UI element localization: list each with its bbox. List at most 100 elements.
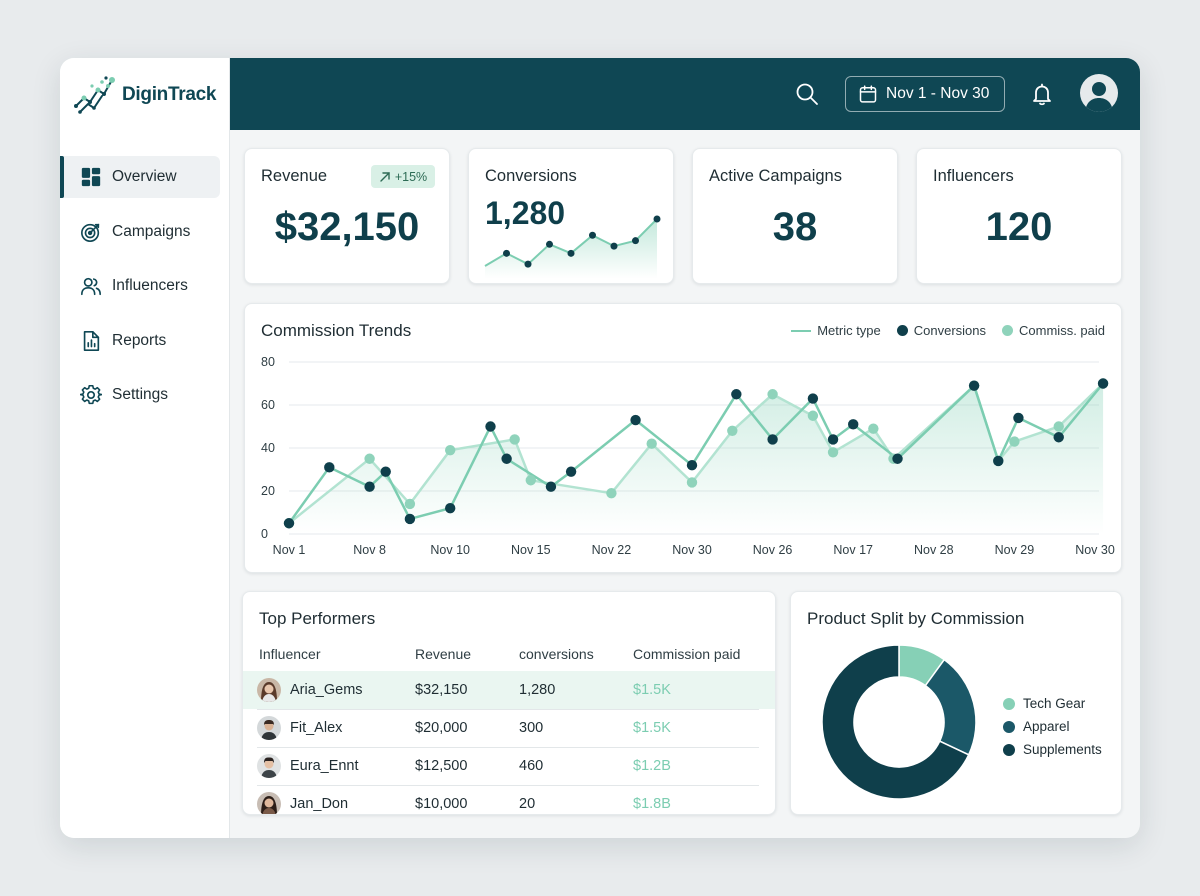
commission-point	[525, 475, 536, 486]
table-row[interactable]: Fit_Alex $20,000 300 $1.5K	[243, 709, 775, 747]
legend-label: Supplements	[1023, 742, 1102, 757]
sidebar-item-campaigns[interactable]: Campaigns	[60, 211, 230, 253]
active-campaigns-value: 38	[772, 205, 818, 249]
conversions-point	[380, 466, 391, 477]
conversions-point	[404, 513, 416, 525]
table-row[interactable]: Eura_Ennt $12,500 460 $1.2B	[243, 747, 775, 785]
sidebar-item-label: Influencers	[112, 277, 188, 294]
sidebar-item-influencers[interactable]: Influencers	[60, 265, 230, 307]
commission-trends-card: Commission Trends Metric type Conversion…	[244, 303, 1122, 573]
revenue-cell: $20,000	[415, 720, 468, 736]
active-campaigns-card: Active Campaigns 38	[692, 148, 898, 284]
sidebar-item-overview[interactable]: Overview	[60, 156, 220, 198]
sparkline-point	[546, 240, 553, 248]
column-header-revenue[interactable]: Revenue	[415, 646, 472, 662]
influencer-name[interactable]: Jan_Don	[290, 796, 349, 812]
legend-label: Apparel	[1023, 719, 1070, 734]
y-tick-label: 40	[261, 441, 275, 455]
conversions-cell: 460	[519, 758, 544, 774]
sidebar-item-reports[interactable]: Reports	[60, 320, 230, 362]
user-avatar[interactable]	[1080, 74, 1118, 112]
column-header-conversions[interactable]: conversions	[519, 646, 594, 662]
column-header-commission[interactable]: Commission paid	[633, 646, 741, 662]
bell-icon[interactable]	[1030, 82, 1054, 106]
conversions-point	[1053, 432, 1064, 443]
conversions-cell: 20	[519, 796, 536, 812]
x-tick-label: Nov 26	[753, 543, 793, 557]
legend-label: Commiss. paid	[1019, 323, 1105, 338]
conversions-point	[283, 518, 295, 529]
commission-point	[509, 434, 520, 445]
growth-badge: +15%	[371, 165, 435, 188]
avatar	[257, 678, 281, 702]
influencer-name[interactable]: Eura_Ennt	[290, 758, 359, 774]
commission-trend-chart: 0 20 40 60 80 Nov 1 Nov 8 Nov 10 Nov 15 Nov 22 Nov…	[261, 355, 1115, 557]
conversions-sparkline	[484, 215, 661, 279]
sparkline-point	[589, 231, 596, 239]
sparkline-point	[503, 249, 510, 257]
influencers-title: Influencers	[933, 167, 1014, 185]
sidebar-item-settings[interactable]: Settings	[60, 374, 230, 416]
influencer-name[interactable]: Fit_Alex	[290, 720, 343, 736]
column-header-influencer[interactable]: Influencer	[259, 646, 321, 662]
y-tick-label: 80	[261, 355, 275, 369]
table-row[interactable]: Aria_Gems $32,150 1,280 $1.5K	[243, 671, 775, 709]
revenue-cell: $32,150	[415, 682, 468, 698]
x-tick-label: Nov 22	[592, 543, 632, 557]
commission-cell: $1.5K	[633, 682, 671, 698]
legend-label: Conversions	[913, 323, 987, 338]
conversions-point	[767, 434, 778, 445]
report-icon	[83, 330, 100, 351]
commission-point	[686, 477, 698, 488]
sidebar: DiginTrack Overview Campaigns Influencer…	[60, 58, 230, 838]
top-bar: Nov 1 - Nov 30	[230, 58, 1140, 130]
conversions-point	[324, 462, 335, 473]
x-tick-label: Nov 29	[995, 543, 1035, 557]
commission-cell: $1.8B	[633, 796, 671, 812]
x-tick-label: Nov 28	[914, 543, 954, 557]
conversions-card: Conversions 1,280	[468, 148, 674, 284]
revenue-cell: $12,500	[415, 758, 468, 774]
product-split-donut	[821, 644, 977, 800]
conversions-point	[993, 455, 1004, 467]
table-row[interactable]: Jan_Don $10,000 20 $1.8B	[243, 785, 775, 814]
commission-point	[868, 423, 879, 434]
search-icon[interactable]	[795, 82, 819, 106]
calendar-icon	[859, 85, 877, 103]
avatar	[257, 792, 281, 814]
conversions-cell: 300	[519, 720, 544, 736]
date-range-picker[interactable]: Nov 1 - Nov 30	[845, 76, 1005, 112]
logo-icon	[74, 76, 115, 114]
target-icon	[81, 223, 100, 242]
commission-cell: $1.2B	[633, 758, 671, 774]
influencers-card: Influencers 120	[916, 148, 1122, 284]
commission-point	[606, 487, 617, 499]
legend-line-swatch	[791, 329, 812, 332]
x-tick-label: Nov 30	[1075, 543, 1115, 557]
dashboard-icon	[81, 167, 101, 187]
x-tick-label: Nov 17	[833, 543, 873, 557]
logo[interactable]: DiginTrack	[72, 70, 216, 120]
sparkline-point	[632, 237, 639, 245]
top-performers-title: Top Performers	[259, 609, 376, 628]
revenue-title: Revenue	[261, 167, 328, 185]
legend-dark-swatch	[896, 325, 908, 336]
commission-point	[1053, 421, 1064, 432]
sidebar-item-label: Settings	[112, 386, 169, 403]
sidebar-item-label: Campaigns	[112, 222, 191, 240]
sidebar-item-label: Overview	[112, 168, 177, 185]
gear-icon	[80, 384, 102, 405]
x-tick-label: Nov 1	[273, 543, 306, 557]
conversions-point	[848, 419, 859, 430]
sparkline-area	[485, 219, 657, 279]
x-tick-label: Nov 15	[511, 543, 551, 557]
conversions-point	[364, 481, 375, 492]
conversions-point	[686, 460, 698, 471]
legend-label: Metric type	[817, 323, 881, 338]
product-split-title: Product Split by Commission	[807, 609, 1025, 628]
user-icon	[1085, 82, 1113, 112]
legend-commission-paid: Commiss. paid	[1002, 323, 1105, 338]
sparkline-point	[567, 249, 575, 257]
commission-point	[767, 389, 778, 400]
influencer-name[interactable]: Aria_Gems	[290, 682, 363, 698]
